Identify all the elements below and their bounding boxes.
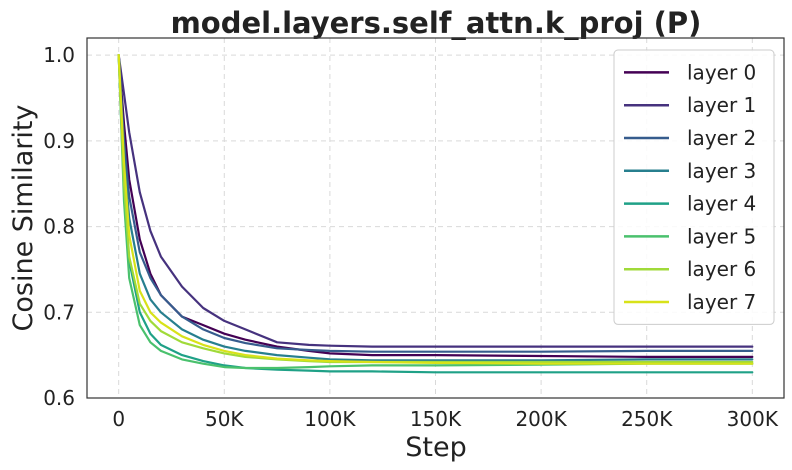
chart-title: model.layers.self_attn.k_proj (P) bbox=[171, 6, 702, 40]
y-tick-label: 0.9 bbox=[43, 129, 75, 153]
series-line-layer-2 bbox=[117, 54, 754, 353]
y-axis-label: Cosine Similarity bbox=[8, 105, 39, 332]
series-line-layer-3 bbox=[117, 54, 754, 362]
legend-box bbox=[613, 49, 775, 325]
x-axis-ticks: 0 50K 100K 150K 200K 250K 300K bbox=[112, 407, 779, 431]
x-tick-label: 250K bbox=[621, 407, 673, 431]
series-lines bbox=[117, 54, 754, 374]
x-tick-label: 50K bbox=[205, 407, 244, 431]
series-line-layer-0 bbox=[117, 54, 754, 358]
x-tick-label: 100K bbox=[304, 407, 356, 431]
x-tick-label: 300K bbox=[727, 407, 779, 431]
y-tick-label: 0.6 bbox=[43, 386, 75, 410]
y-tick-label: 0.7 bbox=[43, 300, 75, 324]
legend-label: layer 5 bbox=[687, 224, 756, 248]
legend-label: layer 6 bbox=[687, 257, 756, 281]
legend-label: layer 1 bbox=[687, 93, 756, 117]
series-line-layer-7 bbox=[117, 54, 754, 365]
x-tick-label: 150K bbox=[410, 407, 462, 431]
legend-label: layer 3 bbox=[687, 159, 756, 183]
x-tick-label: 200K bbox=[515, 407, 567, 431]
y-axis-ticks: 0.6 0.7 0.8 0.9 1.0 bbox=[43, 43, 75, 410]
x-tick-label: 0 bbox=[112, 407, 125, 431]
series-line-layer-1 bbox=[117, 54, 754, 348]
legend: layer 0 layer 1 layer 2 layer 3 layer 4 layer… bbox=[613, 49, 775, 325]
legend-label: layer 2 bbox=[687, 126, 756, 150]
y-tick-label: 0.8 bbox=[43, 215, 75, 239]
legend-label: layer 0 bbox=[687, 60, 756, 84]
legend-label: layer 7 bbox=[687, 290, 756, 314]
plot-frame bbox=[86, 37, 785, 399]
x-axis-label: Step bbox=[405, 432, 466, 463]
series-line-layer-5 bbox=[117, 54, 754, 370]
y-tick-label: 1.0 bbox=[43, 43, 75, 67]
legend-label: layer 4 bbox=[687, 192, 756, 216]
